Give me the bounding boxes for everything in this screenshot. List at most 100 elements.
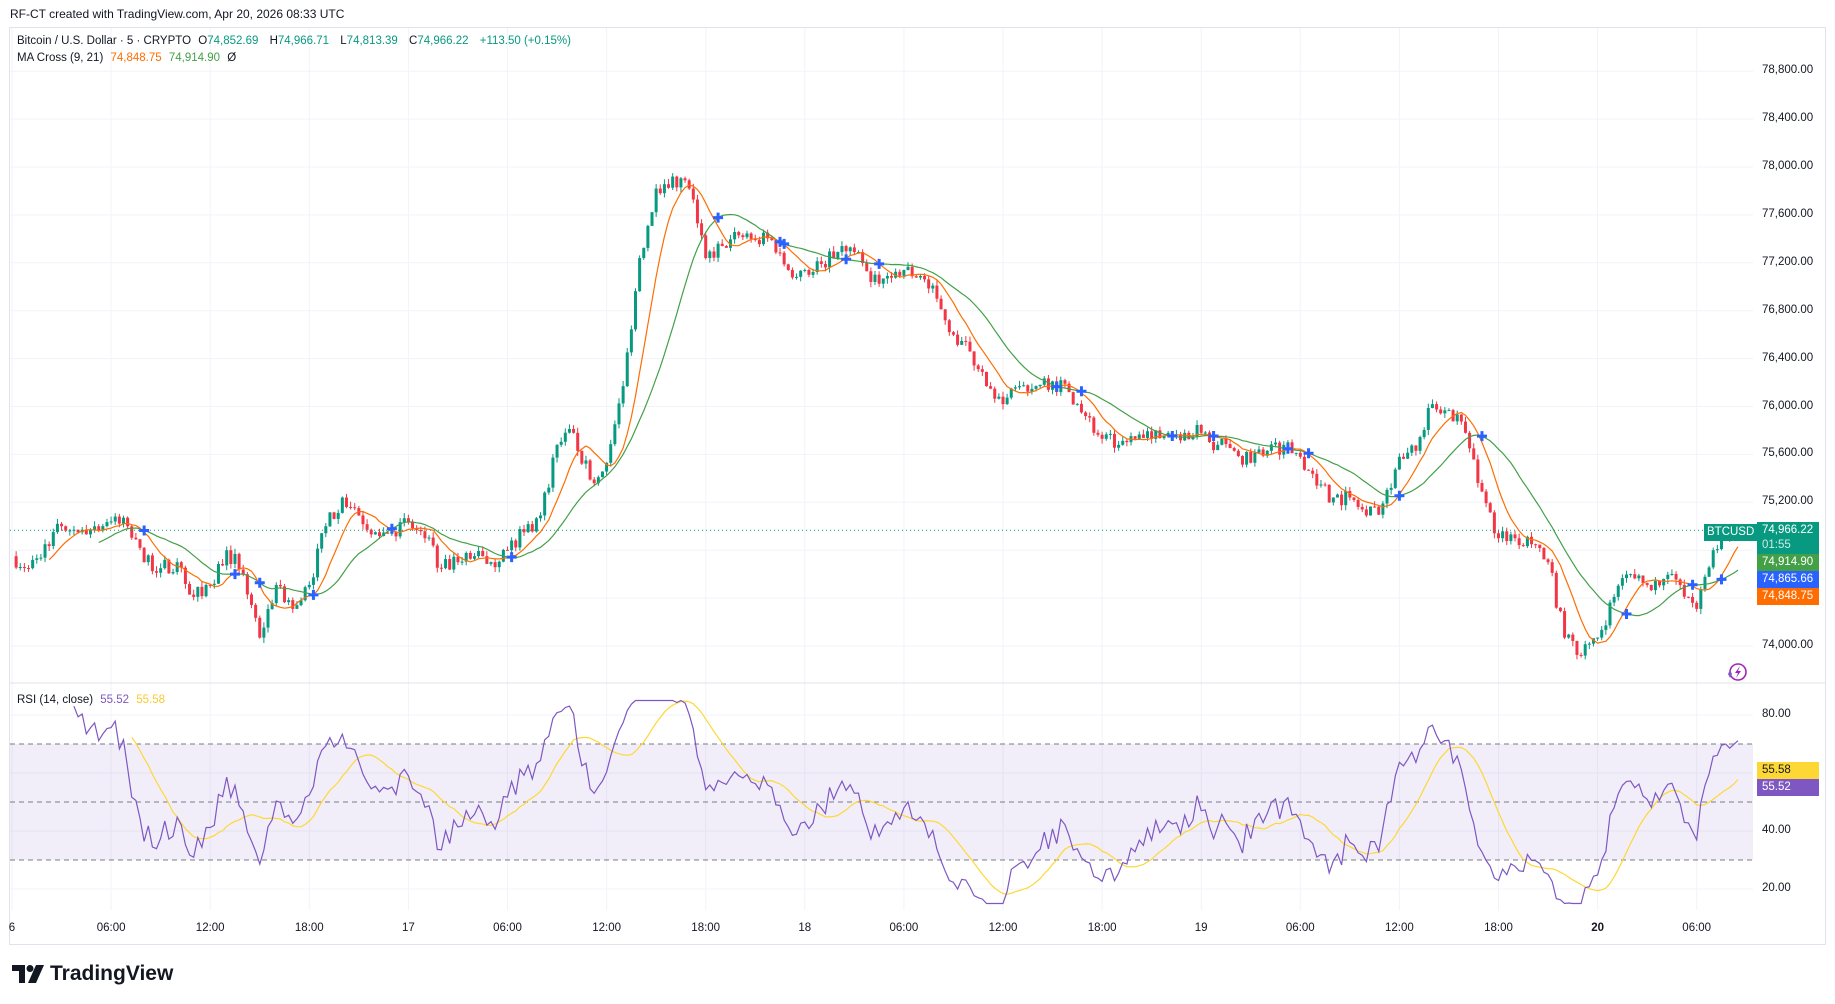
candle-body bbox=[1703, 576, 1707, 590]
candle-body bbox=[1013, 387, 1017, 389]
candle-body bbox=[200, 586, 204, 597]
candle-body bbox=[1596, 637, 1600, 639]
candle-body bbox=[828, 251, 832, 268]
candle-body bbox=[1373, 506, 1377, 508]
ma-cross-marker bbox=[1282, 443, 1293, 454]
tradingview-logo[interactable]: TradingView bbox=[12, 962, 173, 986]
candle-body bbox=[869, 271, 873, 282]
time-tick-label: 06:00 bbox=[1682, 922, 1712, 934]
candle-body bbox=[233, 553, 237, 564]
candle-body bbox=[340, 497, 344, 513]
candle-body bbox=[472, 556, 476, 559]
candle-body bbox=[1352, 497, 1356, 500]
candle-body bbox=[47, 544, 51, 547]
candle-body bbox=[456, 556, 460, 563]
candle-body bbox=[1513, 534, 1517, 539]
candle-body bbox=[927, 279, 931, 289]
candle-body bbox=[1084, 412, 1088, 417]
ma-cross-title[interactable]: MA Cross (9, 21) bbox=[17, 52, 104, 64]
candle-body bbox=[51, 532, 55, 547]
candle-body bbox=[142, 547, 146, 563]
candle-body bbox=[1699, 589, 1703, 609]
candle-body bbox=[1492, 512, 1496, 534]
candle-body bbox=[1042, 378, 1046, 385]
candle-body bbox=[402, 518, 406, 523]
candle-body bbox=[1236, 450, 1240, 457]
time-tick-label: 06:00 bbox=[1285, 922, 1315, 934]
ma-cross-marker bbox=[1208, 430, 1219, 441]
candle-body bbox=[1212, 442, 1216, 451]
candle-body bbox=[1257, 449, 1261, 453]
candle-body bbox=[307, 584, 311, 588]
time-tick-label: 12:00 bbox=[195, 922, 225, 934]
candle-body bbox=[728, 239, 732, 248]
candle-body bbox=[1402, 456, 1406, 459]
candle-body bbox=[679, 178, 683, 188]
candle-body bbox=[208, 584, 212, 586]
candle-body bbox=[795, 276, 799, 278]
candle-body bbox=[1030, 388, 1034, 392]
price-tick-label: 76,000.00 bbox=[1762, 399, 1814, 412]
candle-body bbox=[1385, 489, 1389, 504]
candle-body bbox=[254, 604, 258, 618]
candle-body bbox=[464, 552, 468, 562]
time-tick-label: 06:00 bbox=[96, 922, 126, 934]
candle-body bbox=[1232, 447, 1236, 451]
candle-body bbox=[708, 251, 712, 259]
candle-body bbox=[435, 545, 439, 568]
candle-body bbox=[1633, 574, 1637, 579]
candle-body bbox=[31, 559, 35, 569]
candle-body bbox=[1071, 392, 1075, 405]
candle-body bbox=[365, 524, 369, 530]
time-tick-label: 19 bbox=[1194, 922, 1208, 934]
candle-body bbox=[398, 522, 402, 537]
rsi-tick-label: 40.00 bbox=[1762, 824, 1791, 836]
candle-body bbox=[534, 518, 538, 532]
candle-body bbox=[584, 460, 588, 464]
ma-cross-marker bbox=[506, 552, 517, 563]
candle-body bbox=[918, 275, 922, 278]
ma-cross-marker bbox=[1303, 448, 1314, 459]
candle-body bbox=[93, 526, 97, 531]
candle-body bbox=[192, 594, 196, 597]
candle-body bbox=[386, 532, 390, 534]
ma-cross-marker bbox=[229, 569, 240, 580]
candle-body bbox=[1108, 433, 1112, 435]
ma-slow-value: 74,914.90 bbox=[168, 52, 221, 64]
candle-body bbox=[1187, 432, 1191, 440]
candle-body bbox=[163, 559, 167, 569]
high-value: 74,966.71 bbox=[277, 35, 330, 47]
chart-credit: RF-CT created with TradingView.com, Apr … bbox=[10, 7, 345, 21]
candle-body bbox=[1096, 432, 1100, 435]
logo-text: TradingView bbox=[50, 962, 174, 985]
candle-body bbox=[291, 600, 295, 609]
candle-body bbox=[733, 232, 737, 240]
candle-body bbox=[68, 530, 72, 532]
candle-body bbox=[1018, 386, 1022, 388]
candle-body bbox=[497, 561, 501, 568]
candle-body bbox=[1133, 436, 1137, 439]
candle-body bbox=[1368, 506, 1372, 516]
symbol-title[interactable]: Bitcoin / U.S. Dollar · 5 · CRYPTO bbox=[17, 35, 192, 47]
candle-body bbox=[968, 341, 972, 352]
candle-body bbox=[1335, 494, 1339, 498]
candle-body bbox=[460, 561, 464, 563]
candle-body bbox=[972, 351, 976, 366]
candle-body bbox=[1389, 487, 1393, 490]
candle-body bbox=[997, 396, 1001, 399]
candle-body bbox=[885, 275, 889, 279]
candle-body bbox=[1608, 602, 1612, 626]
last-price: 74,966.22 bbox=[1762, 524, 1814, 536]
candle-body bbox=[1245, 451, 1249, 465]
high-label: H bbox=[269, 35, 278, 47]
time-tick-label: 18:00 bbox=[1484, 922, 1513, 934]
candle-body bbox=[72, 529, 76, 531]
candle-body bbox=[823, 263, 827, 268]
rsi-title[interactable]: RSI (14, close) bbox=[17, 694, 94, 706]
candle-body bbox=[1484, 491, 1488, 504]
candle-body bbox=[1364, 509, 1368, 516]
candle-body bbox=[225, 550, 229, 566]
lightning-icon[interactable] bbox=[1723, 661, 1749, 688]
candle-body bbox=[778, 252, 782, 254]
